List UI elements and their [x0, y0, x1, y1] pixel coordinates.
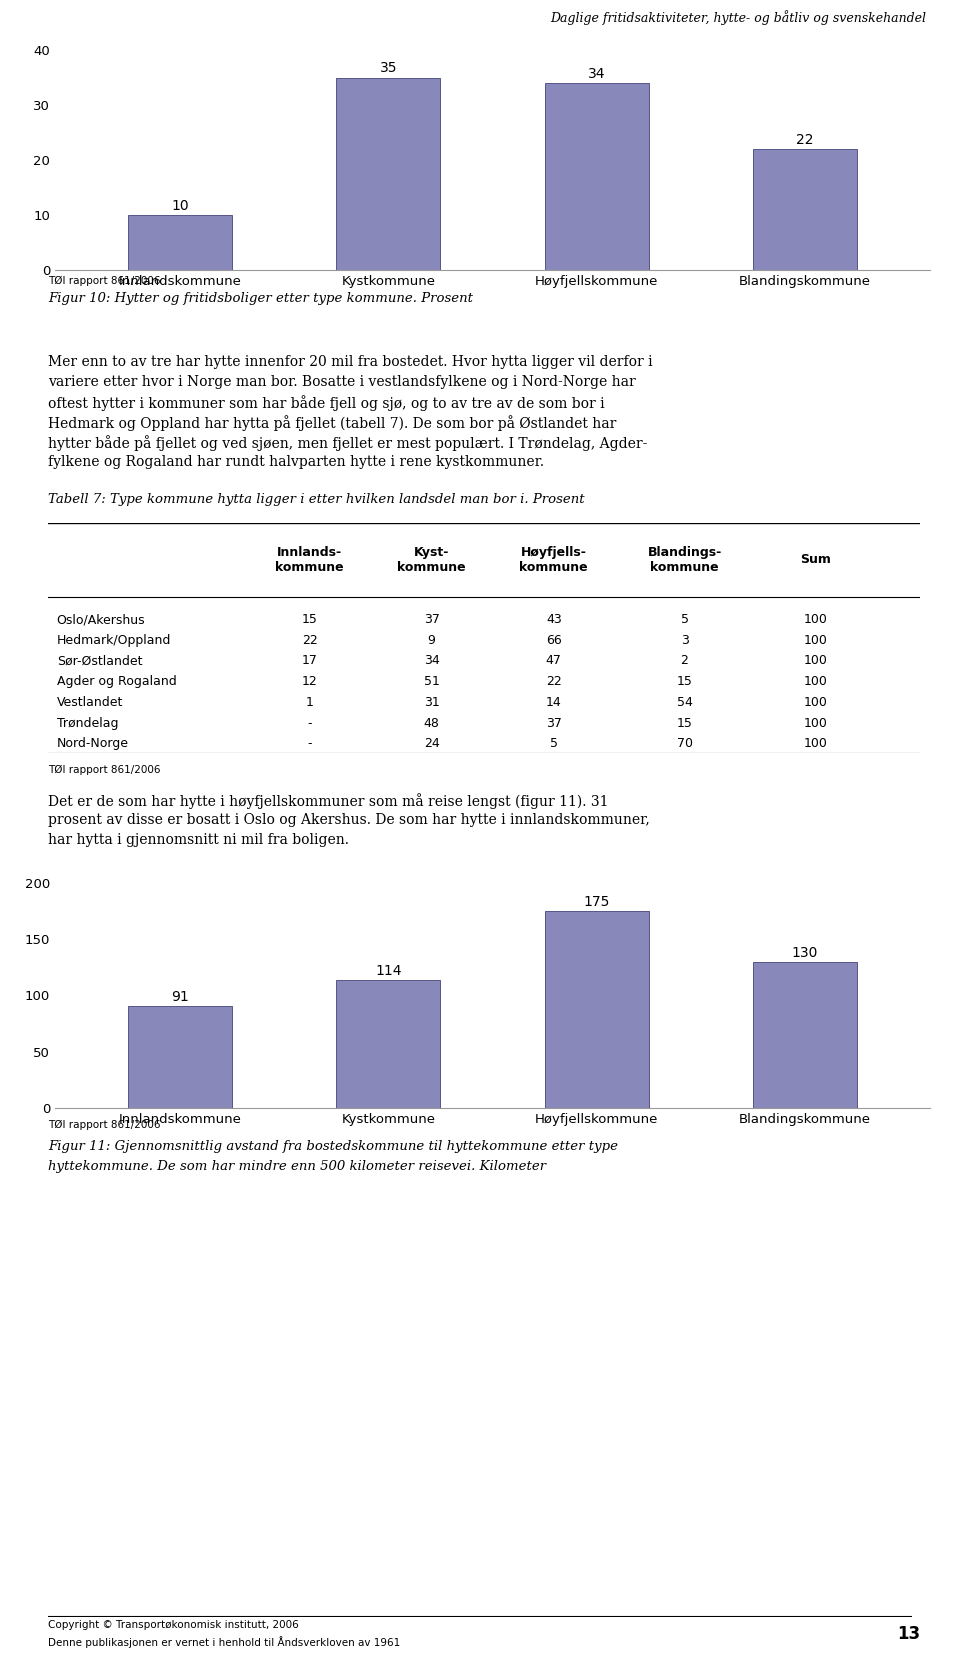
Text: hyttekommune. De som har mindre enn 500 kilometer reisevei. Kilometer: hyttekommune. De som har mindre enn 500 …: [48, 1160, 546, 1173]
Text: Hedmark og Oppland har hytta på fjellet (tabell 7). De som bor på Østlandet har: Hedmark og Oppland har hytta på fjellet …: [48, 415, 616, 431]
Text: Innlands-
kommune: Innlands- kommune: [276, 546, 344, 574]
Text: -: -: [307, 717, 312, 730]
Bar: [128, 216, 232, 270]
Text: 15: 15: [677, 717, 692, 730]
Text: Copyright © Transportøkonomisk institutt, 2006: Copyright © Transportøkonomisk institutt…: [48, 1619, 299, 1631]
Text: 37: 37: [546, 717, 562, 730]
Text: 13: 13: [897, 1626, 920, 1642]
Bar: [753, 962, 857, 1108]
Text: 34: 34: [423, 655, 440, 667]
Text: 48: 48: [423, 717, 440, 730]
Text: 31: 31: [423, 695, 440, 708]
Text: TØI rapport 861/2006: TØI rapport 861/2006: [48, 1120, 160, 1130]
Text: 100: 100: [804, 717, 828, 730]
Text: -: -: [307, 737, 312, 750]
Text: 100: 100: [804, 737, 828, 750]
Text: 47: 47: [546, 655, 562, 667]
Text: Sør-Østlandet: Sør-Østlandet: [57, 655, 142, 667]
Text: 12: 12: [301, 675, 318, 688]
Text: 43: 43: [546, 614, 562, 625]
Text: Kyst-
kommune: Kyst- kommune: [397, 546, 466, 574]
Text: 34: 34: [588, 66, 606, 81]
Text: Nord-Norge: Nord-Norge: [57, 737, 129, 750]
Text: Mer enn to av tre har hytte innenfor 20 mil fra bostedet. Hvor hytta ligger vil : Mer enn to av tre har hytte innenfor 20 …: [48, 355, 653, 368]
Text: Figur 10: Hytter og fritidsboliger etter type kommune. Prosent: Figur 10: Hytter og fritidsboliger etter…: [48, 292, 473, 305]
Text: Hedmark/Oppland: Hedmark/Oppland: [57, 634, 171, 647]
Text: 22: 22: [301, 634, 318, 647]
Text: variere etter hvor i Norge man bor. Bosatte i vestlandsfylkene og i Nord-Norge h: variere etter hvor i Norge man bor. Bosa…: [48, 375, 636, 388]
Text: TØI rapport 861/2006: TØI rapport 861/2006: [48, 765, 160, 775]
Text: 100: 100: [804, 695, 828, 708]
Text: oftest hytter i kommuner som har både fjell og sjø, og to av tre av de som bor i: oftest hytter i kommuner som har både fj…: [48, 395, 605, 411]
Text: 51: 51: [423, 675, 440, 688]
Text: 17: 17: [301, 655, 318, 667]
Text: 2: 2: [681, 655, 688, 667]
Text: 100: 100: [804, 634, 828, 647]
Bar: [544, 83, 649, 270]
Text: fylkene og Rogaland har rundt halvparten hytte i rene kystkommuner.: fylkene og Rogaland har rundt halvparten…: [48, 455, 544, 469]
Bar: [336, 980, 441, 1108]
Text: 114: 114: [375, 964, 401, 979]
Text: 35: 35: [379, 61, 397, 75]
Text: 5: 5: [681, 614, 688, 625]
Text: 24: 24: [423, 737, 440, 750]
Text: Blandings-
kommune: Blandings- kommune: [647, 546, 722, 574]
Text: 66: 66: [546, 634, 562, 647]
Text: 91: 91: [171, 990, 189, 1004]
Text: har hytta i gjennomsnitt ni mil fra boligen.: har hytta i gjennomsnitt ni mil fra boli…: [48, 833, 349, 848]
Text: 100: 100: [804, 675, 828, 688]
Text: 14: 14: [546, 695, 562, 708]
Text: TØI rapport 861/2006: TØI rapport 861/2006: [48, 275, 160, 287]
Text: Figur 11: Gjennomsnittlig avstand fra bostedskommune til hyttekommune etter type: Figur 11: Gjennomsnittlig avstand fra bo…: [48, 1140, 618, 1153]
Text: hytter både på fjellet og ved sjøen, men fjellet er mest populært. I Trøndelag, : hytter både på fjellet og ved sjøen, men…: [48, 435, 647, 451]
Text: Vestlandet: Vestlandet: [57, 695, 123, 708]
Text: 10: 10: [171, 199, 189, 212]
Text: 3: 3: [681, 634, 688, 647]
Text: 100: 100: [804, 614, 828, 625]
Text: 54: 54: [677, 695, 692, 708]
Text: prosent av disse er bosatt i Oslo og Akershus. De som har hytte i innlandskommun: prosent av disse er bosatt i Oslo og Ake…: [48, 813, 650, 826]
Text: 9: 9: [428, 634, 436, 647]
Bar: [128, 1005, 232, 1108]
Text: Sum: Sum: [800, 554, 830, 566]
Text: Oslo/Akershus: Oslo/Akershus: [57, 614, 145, 625]
Text: Det er de som har hytte i høyfjellskommuner som må reise lengst (figur 11). 31: Det er de som har hytte i høyfjellskommu…: [48, 793, 609, 810]
Text: 1: 1: [305, 695, 314, 708]
Text: Daglige fritidsaktiviteter, hytte- og båtliv og svenskehandel: Daglige fritidsaktiviteter, hytte- og bå…: [550, 10, 926, 25]
Text: 15: 15: [301, 614, 318, 625]
Text: Trøndelag: Trøndelag: [57, 717, 118, 730]
Text: 5: 5: [550, 737, 558, 750]
Text: 175: 175: [584, 896, 610, 909]
Text: 22: 22: [796, 133, 814, 146]
Bar: [753, 149, 857, 270]
Text: Agder og Rogaland: Agder og Rogaland: [57, 675, 177, 688]
Text: 100: 100: [804, 655, 828, 667]
Text: Høyfjells-
kommune: Høyfjells- kommune: [519, 546, 588, 574]
Text: 70: 70: [677, 737, 692, 750]
Text: 22: 22: [546, 675, 562, 688]
Text: Tabell 7: Type kommune hytta ligger i etter hvilken landsdel man bor i. Prosent: Tabell 7: Type kommune hytta ligger i et…: [48, 493, 585, 506]
Text: Denne publikasjonen er vernet i henhold til Åndsverkloven av 1961: Denne publikasjonen er vernet i henhold …: [48, 1636, 400, 1647]
Text: 130: 130: [792, 946, 818, 961]
Text: 15: 15: [677, 675, 692, 688]
Bar: [336, 78, 441, 270]
Text: 37: 37: [423, 614, 440, 625]
Bar: [544, 911, 649, 1108]
